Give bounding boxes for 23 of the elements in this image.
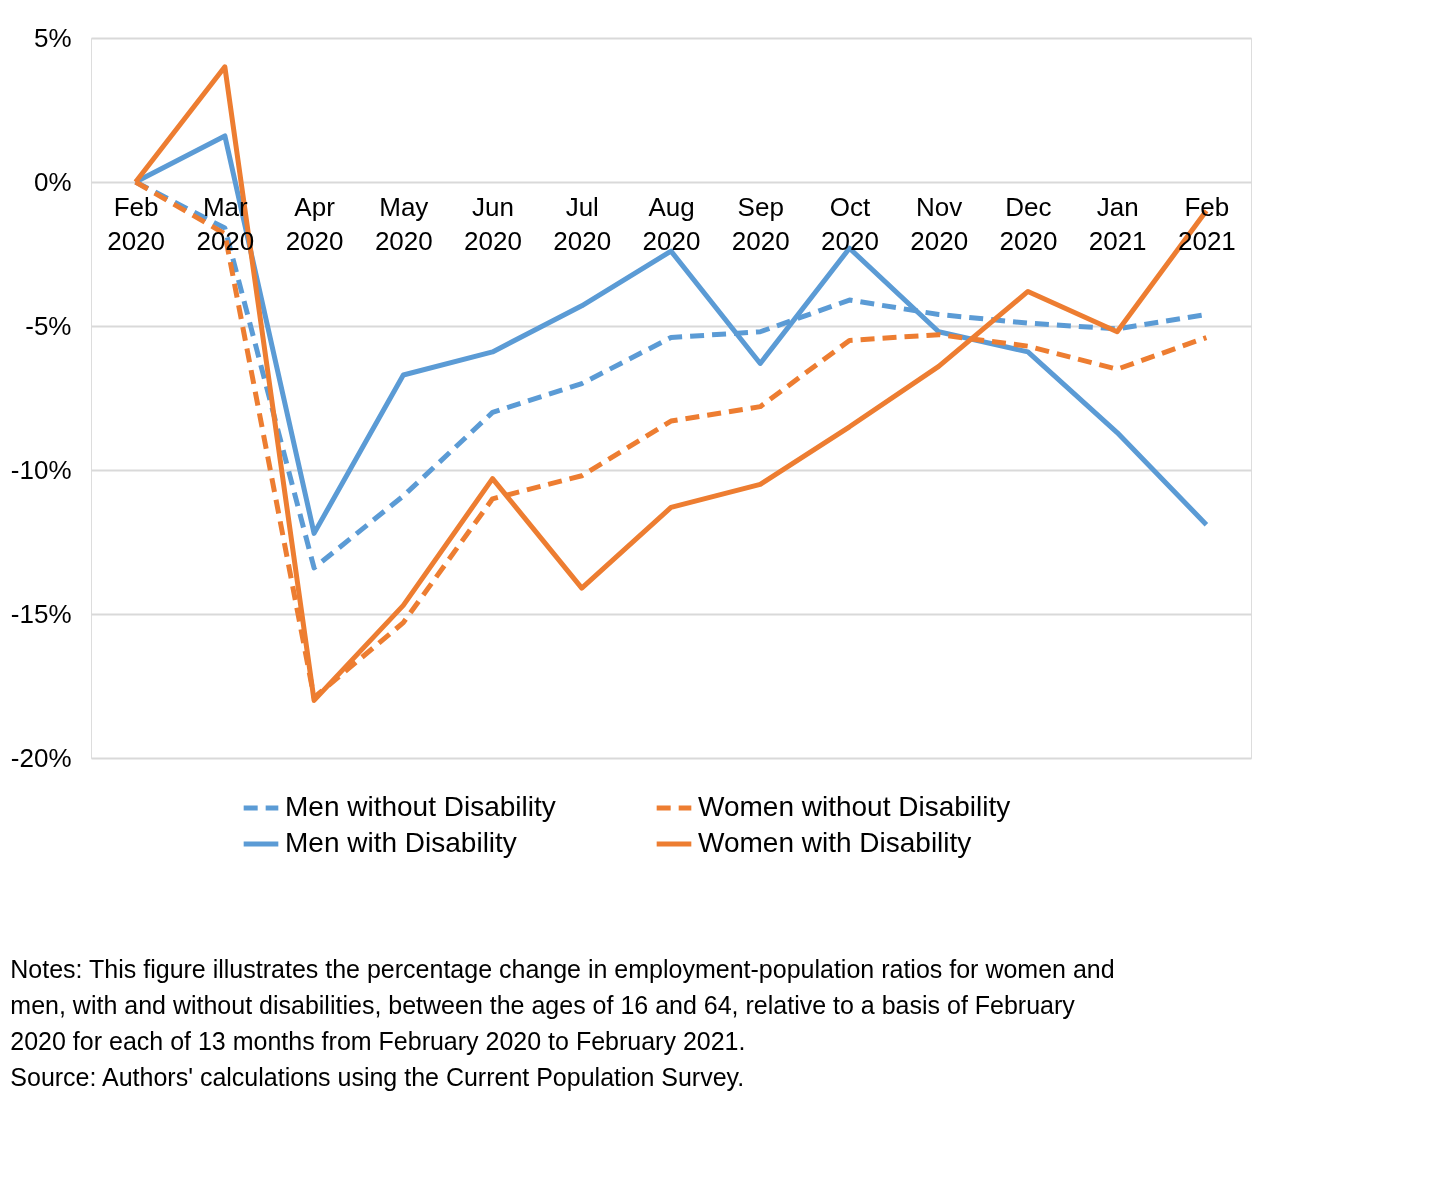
x-tick-label: Sep 2020 (731, 191, 790, 256)
y-tick-label: -10% (10, 454, 72, 485)
x-tick-label: Jul 2020 (553, 191, 612, 256)
x-tick-label: Aug 2020 (642, 191, 701, 256)
x-tick-label: Feb 2020 (107, 191, 166, 256)
y-tick-label: -5% (25, 310, 72, 341)
x-tick-label: May 2020 (374, 191, 433, 256)
y-tick-label: -15% (10, 598, 72, 629)
source-note: Source: Authors' calculations using the Current Population Survey. (10, 1063, 745, 1091)
x-tick-label: Jun 2020 (464, 191, 522, 256)
x-tick-label: Apr 2020 (285, 191, 344, 256)
legend-label: Men with Disability (285, 827, 517, 858)
y-tick-label: 0% (33, 166, 72, 197)
x-tick-label: Dec 2020 (999, 191, 1058, 256)
x-tick-label: Nov 2020 (910, 191, 969, 256)
legend-label: Women without Disability (698, 791, 1011, 822)
text: Notes: This figure illustrates the percentage change in employment-population ratios for women and men, with and without disabilities, between the ages of 16 and 64, relative to a basis of February 2020 for each of 13 months from February 2020 to February 2021. (10, 955, 1115, 1055)
y-tick-label: -20% (10, 742, 72, 773)
legend-label: Women with Disability (698, 827, 972, 858)
y-tick-label: 5% (33, 22, 72, 53)
legend-label: Men without Disability (285, 791, 556, 822)
x-tick-label: Oct 2020 (821, 191, 879, 256)
x-tick-label: Jan 2021 (1088, 191, 1147, 256)
